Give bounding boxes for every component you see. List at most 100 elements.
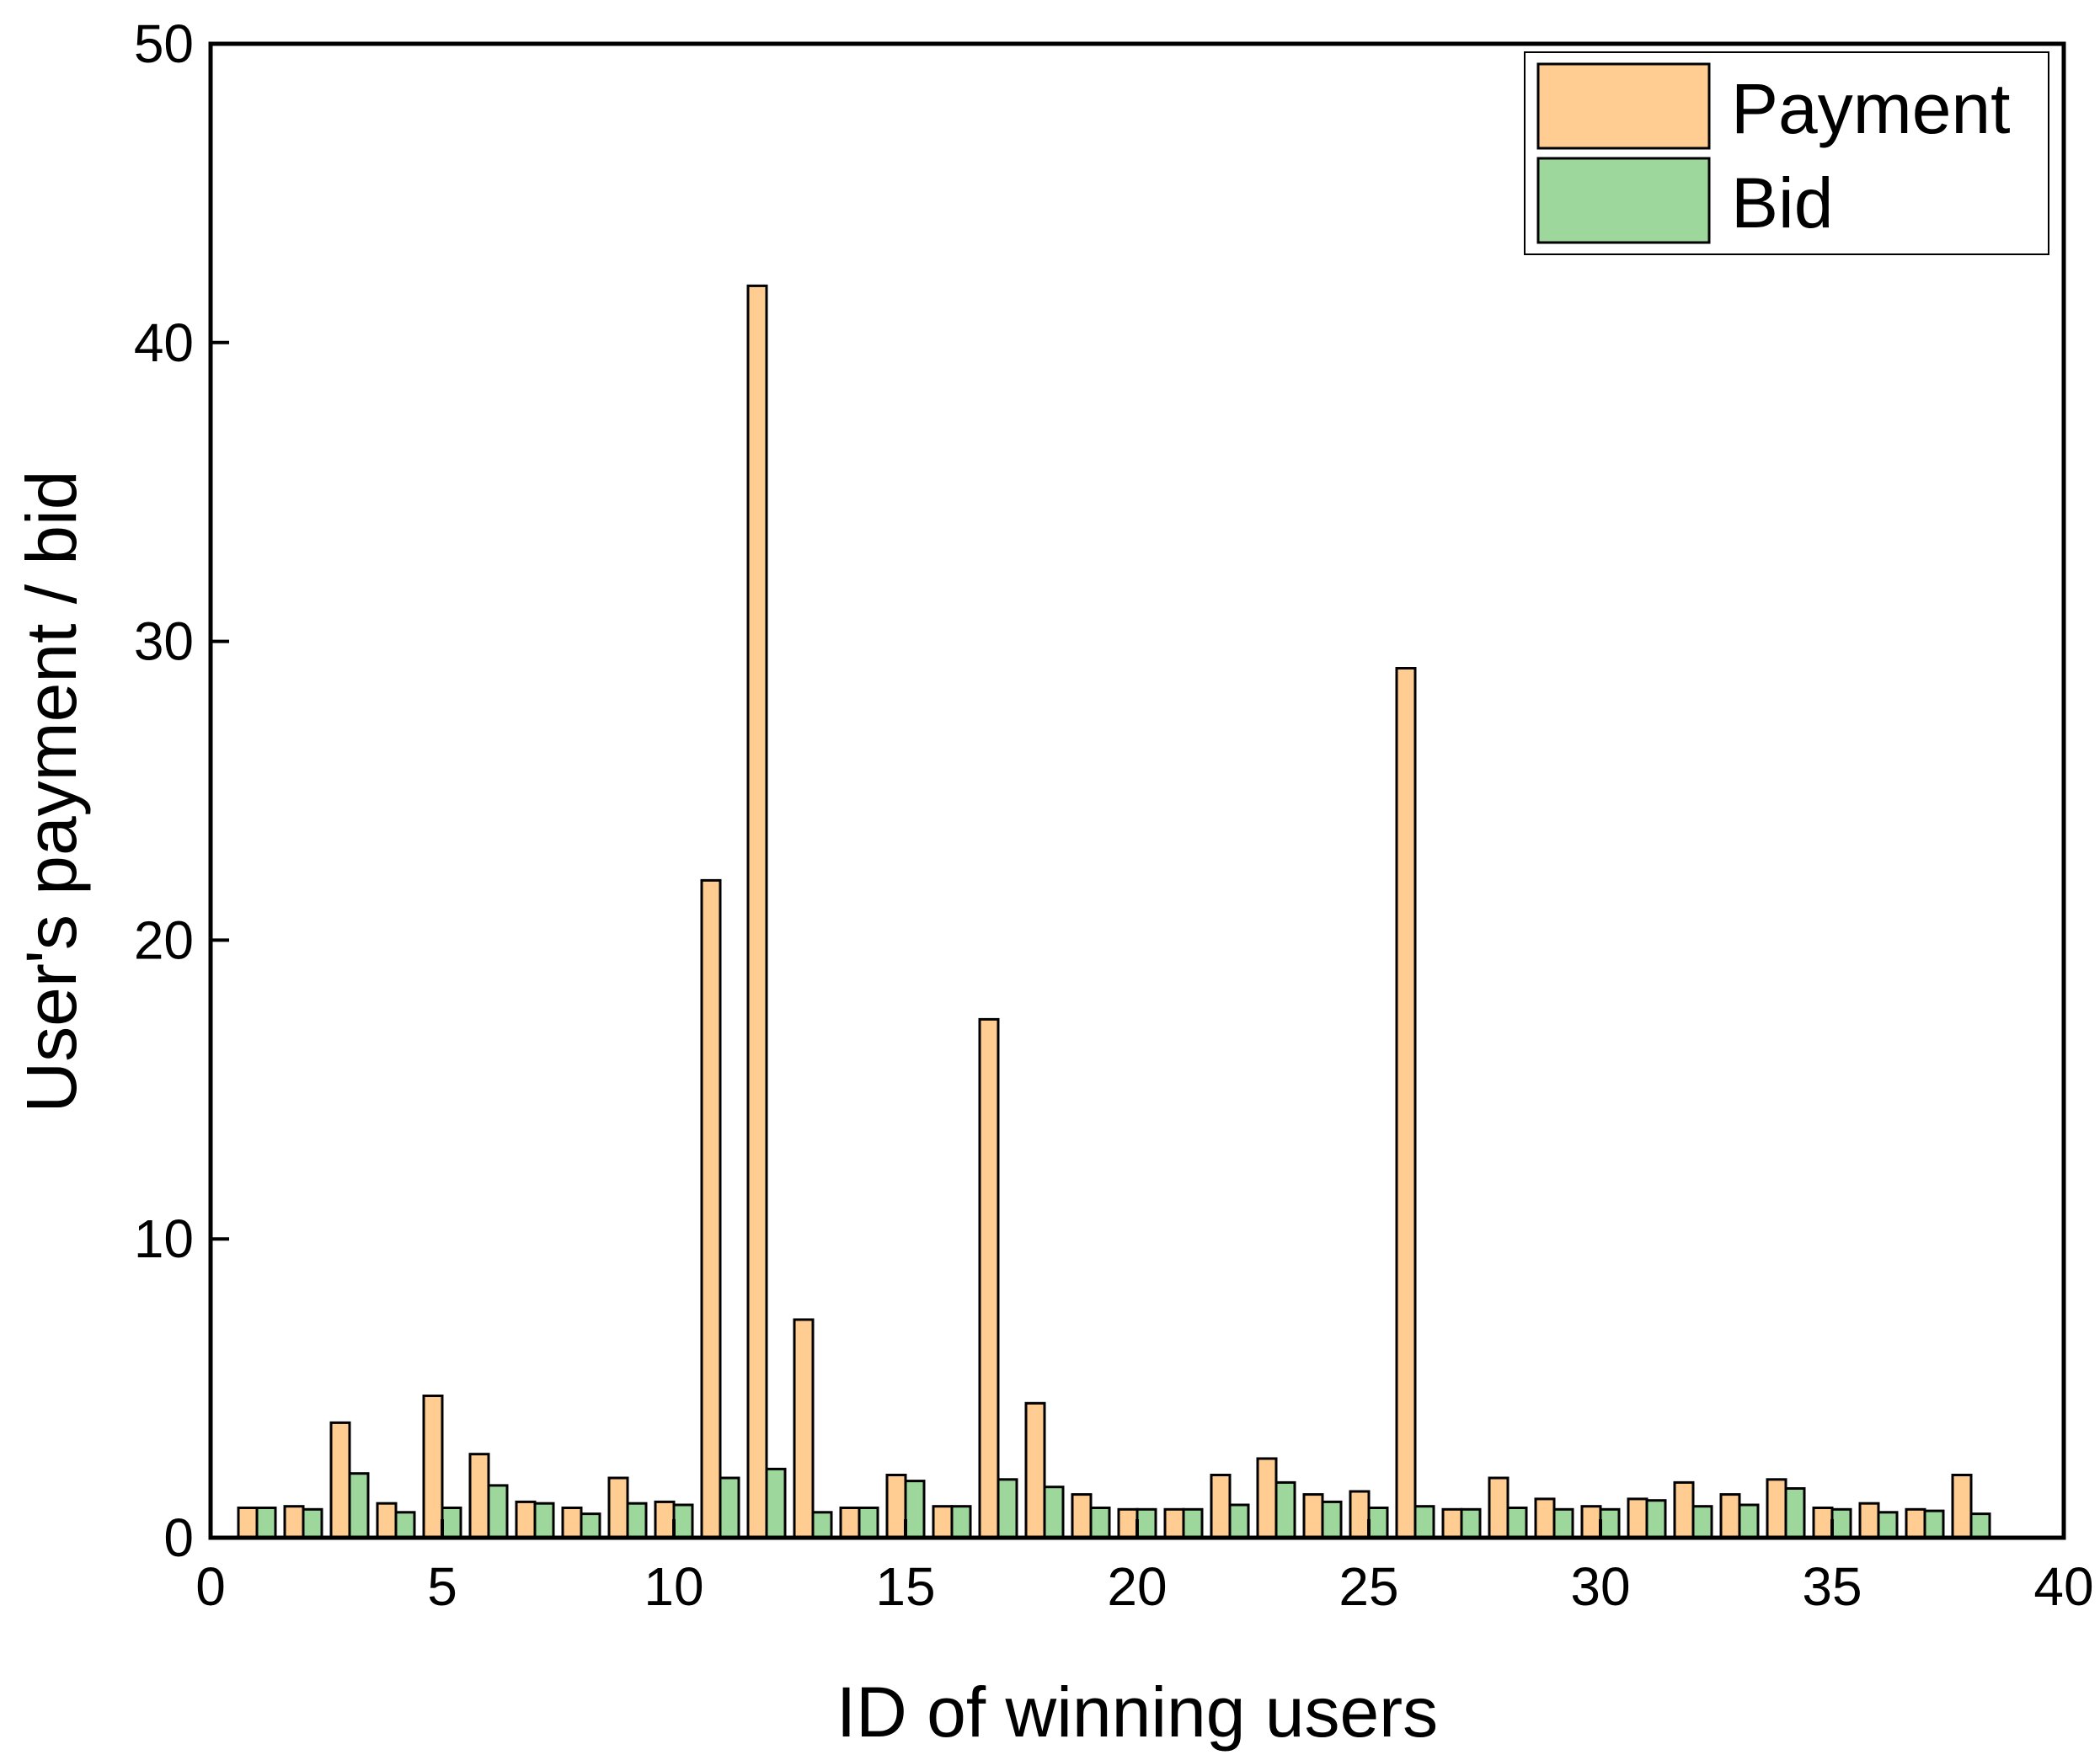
bar-bid-29 bbox=[1552, 1507, 1574, 1539]
bar-bid-16 bbox=[950, 1505, 972, 1539]
bar-bid-22 bbox=[1228, 1503, 1250, 1539]
bar-bid-8 bbox=[580, 1512, 601, 1539]
bar-payment-31 bbox=[1627, 1497, 1648, 1539]
bar-payment-6 bbox=[468, 1453, 490, 1539]
plot-frame bbox=[208, 41, 2066, 1540]
x-tick-label-15: 15 bbox=[875, 1556, 935, 1617]
bar-bid-25 bbox=[1367, 1507, 1389, 1539]
bar-bid-9 bbox=[626, 1502, 648, 1539]
bar-bid-30 bbox=[1599, 1507, 1621, 1539]
y-tick-label-40: 40 bbox=[134, 312, 194, 373]
bar-payment-18 bbox=[1024, 1401, 1046, 1539]
x-tick-label-0: 0 bbox=[195, 1556, 226, 1617]
bar-bid-12 bbox=[765, 1467, 787, 1539]
y-axis-title: User's payment / bid bbox=[12, 470, 91, 1112]
bar-payment-9 bbox=[607, 1476, 629, 1539]
y-tick-label-10: 10 bbox=[134, 1208, 194, 1269]
bar-payment-17 bbox=[978, 1017, 1000, 1539]
x-axis-title: ID of winning users bbox=[836, 1672, 1438, 1752]
bar-payment-8 bbox=[561, 1507, 583, 1539]
bar-payment-20 bbox=[1117, 1507, 1139, 1539]
y-tick-label-20: 20 bbox=[134, 910, 194, 970]
bar-bid-32 bbox=[1691, 1505, 1713, 1539]
bar-bid-10 bbox=[672, 1503, 694, 1539]
bar-bid-5 bbox=[441, 1507, 462, 1539]
bar-bid-38 bbox=[1969, 1512, 1991, 1539]
bar-payment-21 bbox=[1163, 1507, 1185, 1539]
bar-bid-13 bbox=[811, 1511, 833, 1539]
bar-bid-18 bbox=[1043, 1486, 1065, 1539]
bar-bid-3 bbox=[348, 1472, 370, 1539]
x-tick-label-35: 35 bbox=[1802, 1556, 1862, 1617]
bar-bid-34 bbox=[1784, 1487, 1806, 1539]
bar-bid-19 bbox=[1089, 1507, 1111, 1539]
bar-payment-27 bbox=[1441, 1507, 1463, 1539]
bar-bid-24 bbox=[1321, 1500, 1343, 1539]
bar-payment-25 bbox=[1349, 1490, 1371, 1539]
x-tick-label-30: 30 bbox=[1570, 1556, 1630, 1617]
bar-bid-14 bbox=[858, 1507, 879, 1539]
bars-group bbox=[237, 284, 1991, 1539]
bar-payment-22 bbox=[1210, 1474, 1232, 1539]
bar-bid-11 bbox=[719, 1476, 740, 1539]
y-axis: 0 10 20 30 40 50 bbox=[134, 13, 229, 1568]
bar-bid-35 bbox=[1830, 1507, 1852, 1539]
bar-payment-36 bbox=[1858, 1502, 1880, 1539]
bar-payment-7 bbox=[515, 1500, 537, 1539]
bar-bid-4 bbox=[394, 1511, 416, 1539]
bar-payment-28 bbox=[1488, 1476, 1510, 1539]
bar-bid-2 bbox=[302, 1507, 323, 1539]
bar-bid-33 bbox=[1738, 1503, 1760, 1539]
bar-bid-28 bbox=[1506, 1507, 1528, 1539]
legend-swatch-bid bbox=[1536, 157, 1711, 244]
bar-payment-34 bbox=[1766, 1478, 1787, 1539]
y-tick-label-0: 0 bbox=[163, 1507, 194, 1568]
bar-payment-38 bbox=[1951, 1474, 1973, 1539]
bar-payment-32 bbox=[1673, 1480, 1695, 1539]
bar-payment-1 bbox=[237, 1507, 259, 1539]
bar-payment-19 bbox=[1071, 1493, 1093, 1539]
bar-bid-27 bbox=[1460, 1507, 1482, 1539]
bar-payment-16 bbox=[932, 1505, 954, 1539]
bar-payment-12 bbox=[746, 284, 768, 1539]
bar-bid-1 bbox=[255, 1507, 277, 1539]
bar-payment-23 bbox=[1256, 1457, 1278, 1539]
bar-payment-13 bbox=[793, 1318, 815, 1539]
x-tick-label-40: 40 bbox=[2033, 1556, 2093, 1617]
bar-bid-36 bbox=[1877, 1511, 1899, 1539]
x-tick-label-20: 20 bbox=[1107, 1556, 1167, 1617]
x-tick-label-10: 10 bbox=[644, 1556, 703, 1617]
y-tick-label-30: 30 bbox=[134, 611, 194, 672]
bar-payment-11 bbox=[700, 878, 722, 1539]
legend: Payment Bid bbox=[1524, 51, 2049, 255]
bar-bid-17 bbox=[997, 1478, 1018, 1539]
bar-payment-4 bbox=[376, 1502, 398, 1539]
bar-payment-30 bbox=[1580, 1505, 1602, 1539]
legend-swatch-payment bbox=[1536, 62, 1711, 150]
bar-bid-20 bbox=[1135, 1507, 1157, 1539]
bar-bid-6 bbox=[487, 1484, 509, 1539]
bar-payment-33 bbox=[1719, 1493, 1741, 1539]
x-tick-label-5: 5 bbox=[427, 1556, 457, 1617]
bar-payment-35 bbox=[1812, 1507, 1834, 1539]
bar-bid-21 bbox=[1182, 1507, 1204, 1539]
bar-bid-37 bbox=[1923, 1509, 1945, 1539]
bar-payment-14 bbox=[839, 1507, 861, 1539]
bar-payment-5 bbox=[422, 1395, 444, 1539]
bar-payment-24 bbox=[1302, 1493, 1324, 1539]
bar-payment-15 bbox=[885, 1474, 907, 1539]
legend-label-bid: Bid bbox=[1731, 163, 1833, 243]
bar-payment-2 bbox=[283, 1505, 305, 1539]
legend-label-payment: Payment bbox=[1731, 69, 2011, 148]
bar-bid-26 bbox=[1413, 1505, 1435, 1539]
bar-bid-15 bbox=[904, 1480, 926, 1539]
bar-payment-29 bbox=[1534, 1497, 1556, 1539]
bar-payment-37 bbox=[1905, 1507, 1926, 1539]
y-tick-label-50: 50 bbox=[134, 13, 194, 74]
bar-bid-31 bbox=[1645, 1499, 1667, 1539]
bar-bid-23 bbox=[1274, 1480, 1296, 1539]
x-tick-label-25: 25 bbox=[1339, 1556, 1398, 1617]
bar-bid-7 bbox=[533, 1502, 555, 1539]
bar-payment-26 bbox=[1395, 667, 1417, 1539]
